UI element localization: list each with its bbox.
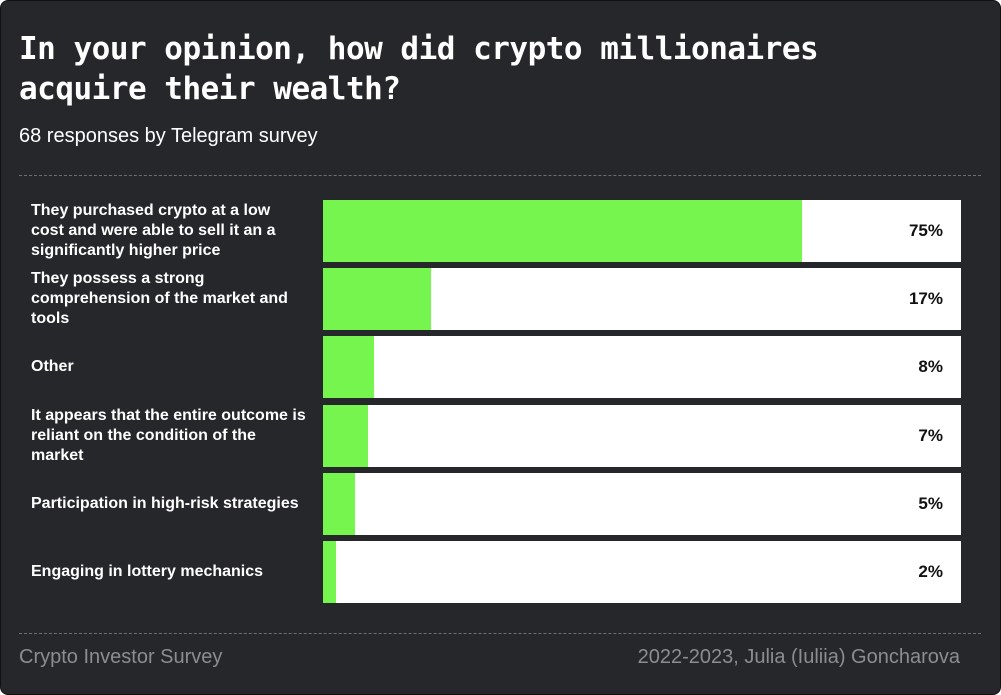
bar-track: 5%: [323, 472, 961, 535]
bar-track: 2%: [323, 541, 961, 603]
category-text: They purchased crypto at a low cost and …: [31, 202, 276, 259]
chart-subtitle: 68 responses by Telegram survey: [19, 125, 318, 147]
category-label: It appears that the entire outcome is re…: [31, 405, 306, 467]
category-text: They possess a strong comprehension of t…: [31, 270, 288, 328]
bar: [323, 472, 355, 535]
category-text: Engaging in lottery mechanics: [31, 563, 264, 580]
bar-track: 8%: [323, 336, 961, 399]
category-label: Engaging in lottery mechanics: [31, 541, 306, 603]
category-label: Participation in high-risk strategies: [31, 473, 306, 535]
bar: [323, 268, 432, 331]
value-label: 5%: [918, 493, 943, 513]
footer-credit: 2022-2023, Julia (Iuliia) Goncharova: [637, 646, 960, 668]
value-label: 17%: [908, 289, 943, 309]
divider: [19, 175, 981, 176]
category-text: It appears that the entire outcome is re…: [31, 406, 306, 464]
category-text: Participation in high-risk strategies: [31, 494, 299, 512]
category-label: They possess a strong comprehension of t…: [31, 268, 306, 330]
bar-row: They purchased crypto at a low cost and …: [1, 200, 1000, 262]
category-label: They purchased crypto at a low cost and …: [31, 200, 306, 262]
bar-row: They possess a strong comprehension of t…: [1, 268, 1000, 331]
value-label: 7%: [918, 425, 943, 445]
value-label: 2%: [918, 562, 943, 581]
category-label: Other: [31, 336, 306, 398]
bar-row: Engaging in lottery mechanics 2%: [1, 541, 1000, 603]
value-label: 8%: [918, 357, 943, 377]
bar-track: 75%: [323, 200, 961, 262]
bar-row: Other 8%: [1, 336, 1000, 399]
value-label: 75%: [908, 221, 943, 240]
bar: [323, 336, 375, 399]
bar-track: 17%: [323, 268, 961, 331]
category-text: Other: [31, 358, 74, 376]
bar: [323, 200, 802, 262]
bar: [323, 404, 368, 467]
bar: [323, 541, 336, 603]
bar-row: It appears that the entire outcome is re…: [1, 404, 1000, 467]
bar-track: 7%: [323, 404, 961, 467]
divider: [19, 633, 981, 634]
footer-source: Crypto Investor Survey: [19, 646, 223, 668]
bar-row: Participation in high-risk strategies 5%: [1, 472, 1000, 535]
chart-title: In your opinion, how did crypto milliona…: [19, 31, 819, 107]
